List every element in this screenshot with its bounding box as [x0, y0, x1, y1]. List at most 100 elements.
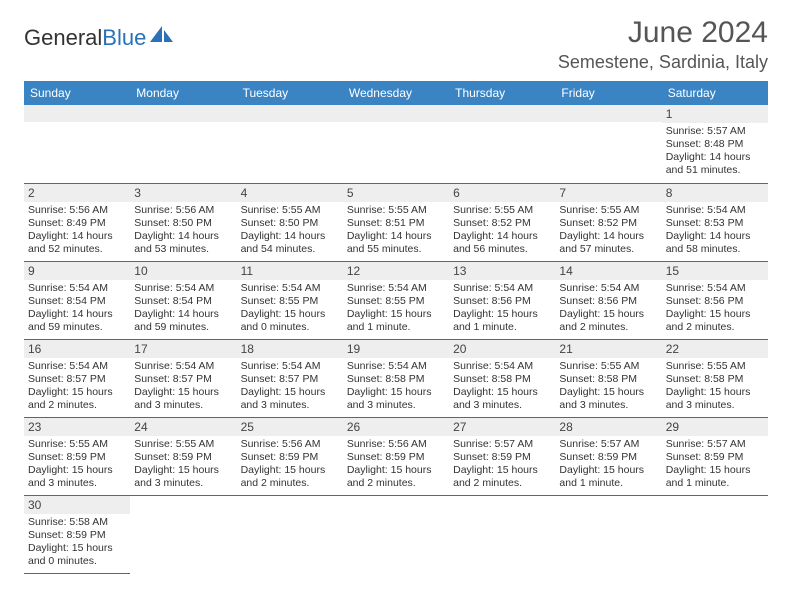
sunrise-text: Sunrise: 5:57 AM — [666, 125, 764, 138]
daylight-text: Daylight: 15 hours and 1 minute. — [666, 464, 764, 490]
day-number: 29 — [662, 418, 768, 436]
day-number: 15 — [662, 262, 768, 280]
empty-day-bar — [343, 105, 449, 122]
day-detail: Sunrise: 5:57 AMSunset: 8:59 PMDaylight:… — [662, 436, 768, 495]
sunset-text: Sunset: 8:58 PM — [559, 373, 657, 386]
day-detail: Sunrise: 5:55 AMSunset: 8:52 PMDaylight:… — [555, 202, 661, 261]
sunset-text: Sunset: 8:51 PM — [347, 217, 445, 230]
sunrise-text: Sunrise: 5:55 AM — [666, 360, 764, 373]
day-cell: 12Sunrise: 5:54 AMSunset: 8:55 PMDayligh… — [343, 261, 449, 339]
sunrise-text: Sunrise: 5:54 AM — [453, 282, 551, 295]
day-number: 3 — [130, 184, 236, 202]
daylight-text: Daylight: 15 hours and 2 minutes. — [28, 386, 126, 412]
day-cell: 2Sunrise: 5:56 AMSunset: 8:49 PMDaylight… — [24, 183, 130, 261]
sunrise-text: Sunrise: 5:55 AM — [559, 360, 657, 373]
location-subtitle: Semestene, Sardinia, Italy — [558, 52, 768, 73]
day-cell: 4Sunrise: 5:55 AMSunset: 8:50 PMDaylight… — [237, 183, 343, 261]
day-header: Sunday — [24, 81, 130, 105]
day-number: 2 — [24, 184, 130, 202]
sunset-text: Sunset: 8:56 PM — [559, 295, 657, 308]
sunset-text: Sunset: 8:55 PM — [241, 295, 339, 308]
day-detail: Sunrise: 5:55 AMSunset: 8:52 PMDaylight:… — [449, 202, 555, 261]
day-number: 26 — [343, 418, 449, 436]
sunrise-text: Sunrise: 5:54 AM — [453, 360, 551, 373]
daylight-text: Daylight: 15 hours and 3 minutes. — [134, 464, 232, 490]
daylight-text: Daylight: 14 hours and 59 minutes. — [28, 308, 126, 334]
day-number: 16 — [24, 340, 130, 358]
day-number: 6 — [449, 184, 555, 202]
day-number: 14 — [555, 262, 661, 280]
day-number: 28 — [555, 418, 661, 436]
sunset-text: Sunset: 8:54 PM — [28, 295, 126, 308]
daylight-text: Daylight: 14 hours and 51 minutes. — [666, 151, 764, 177]
sunrise-text: Sunrise: 5:54 AM — [28, 282, 126, 295]
daylight-text: Daylight: 15 hours and 2 minutes. — [347, 464, 445, 490]
daylight-text: Daylight: 14 hours and 58 minutes. — [666, 230, 764, 256]
day-detail: Sunrise: 5:56 AMSunset: 8:49 PMDaylight:… — [24, 202, 130, 261]
day-number: 19 — [343, 340, 449, 358]
day-number: 21 — [555, 340, 661, 358]
day-detail: Sunrise: 5:54 AMSunset: 8:57 PMDaylight:… — [130, 358, 236, 417]
daylight-text: Daylight: 14 hours and 59 minutes. — [134, 308, 232, 334]
daylight-text: Daylight: 15 hours and 2 minutes. — [241, 464, 339, 490]
calendar-table: Sunday Monday Tuesday Wednesday Thursday… — [24, 81, 768, 574]
sunset-text: Sunset: 8:59 PM — [28, 451, 126, 464]
sunset-text: Sunset: 8:58 PM — [453, 373, 551, 386]
day-cell — [24, 105, 130, 183]
week-row: 30Sunrise: 5:58 AMSunset: 8:59 PMDayligh… — [24, 495, 768, 573]
day-detail: Sunrise: 5:54 AMSunset: 8:56 PMDaylight:… — [449, 280, 555, 339]
sunset-text: Sunset: 8:56 PM — [666, 295, 764, 308]
day-detail: Sunrise: 5:54 AMSunset: 8:58 PMDaylight:… — [343, 358, 449, 417]
day-cell: 26Sunrise: 5:56 AMSunset: 8:59 PMDayligh… — [343, 417, 449, 495]
day-number: 17 — [130, 340, 236, 358]
day-number: 25 — [237, 418, 343, 436]
day-cell: 18Sunrise: 5:54 AMSunset: 8:57 PMDayligh… — [237, 339, 343, 417]
day-cell: 24Sunrise: 5:55 AMSunset: 8:59 PMDayligh… — [130, 417, 236, 495]
day-detail: Sunrise: 5:55 AMSunset: 8:58 PMDaylight:… — [555, 358, 661, 417]
title-block: June 2024 Semestene, Sardinia, Italy — [558, 16, 768, 73]
sunrise-text: Sunrise: 5:56 AM — [134, 204, 232, 217]
empty-day-bar — [24, 105, 130, 122]
daylight-text: Daylight: 15 hours and 0 minutes. — [241, 308, 339, 334]
week-row: 1Sunrise: 5:57 AMSunset: 8:48 PMDaylight… — [24, 105, 768, 183]
day-header: Thursday — [449, 81, 555, 105]
sunset-text: Sunset: 8:57 PM — [241, 373, 339, 386]
day-detail: Sunrise: 5:56 AMSunset: 8:59 PMDaylight:… — [237, 436, 343, 495]
sunrise-text: Sunrise: 5:54 AM — [28, 360, 126, 373]
day-number: 23 — [24, 418, 130, 436]
day-detail: Sunrise: 5:54 AMSunset: 8:57 PMDaylight:… — [24, 358, 130, 417]
day-cell: 21Sunrise: 5:55 AMSunset: 8:58 PMDayligh… — [555, 339, 661, 417]
daylight-text: Daylight: 15 hours and 1 minute. — [347, 308, 445, 334]
day-cell — [237, 105, 343, 183]
sunset-text: Sunset: 8:59 PM — [453, 451, 551, 464]
sunset-text: Sunset: 8:55 PM — [347, 295, 445, 308]
day-cell: 15Sunrise: 5:54 AMSunset: 8:56 PMDayligh… — [662, 261, 768, 339]
sunset-text: Sunset: 8:58 PM — [666, 373, 764, 386]
day-detail: Sunrise: 5:55 AMSunset: 8:50 PMDaylight:… — [237, 202, 343, 261]
day-detail: Sunrise: 5:56 AMSunset: 8:50 PMDaylight:… — [130, 202, 236, 261]
sunrise-text: Sunrise: 5:56 AM — [347, 438, 445, 451]
sunrise-text: Sunrise: 5:55 AM — [453, 204, 551, 217]
sunrise-text: Sunrise: 5:54 AM — [134, 360, 232, 373]
day-cell: 23Sunrise: 5:55 AMSunset: 8:59 PMDayligh… — [24, 417, 130, 495]
sunrise-text: Sunrise: 5:55 AM — [28, 438, 126, 451]
sunset-text: Sunset: 8:49 PM — [28, 217, 126, 230]
day-detail: Sunrise: 5:55 AMSunset: 8:51 PMDaylight:… — [343, 202, 449, 261]
day-cell — [343, 105, 449, 183]
sunset-text: Sunset: 8:50 PM — [134, 217, 232, 230]
sunrise-text: Sunrise: 5:56 AM — [241, 438, 339, 451]
daylight-text: Daylight: 14 hours and 55 minutes. — [347, 230, 445, 256]
day-number: 20 — [449, 340, 555, 358]
day-cell: 29Sunrise: 5:57 AMSunset: 8:59 PMDayligh… — [662, 417, 768, 495]
day-header: Tuesday — [237, 81, 343, 105]
daylight-text: Daylight: 15 hours and 3 minutes. — [559, 386, 657, 412]
day-cell — [555, 495, 661, 573]
daylight-text: Daylight: 15 hours and 1 minute. — [453, 308, 551, 334]
day-number: 1 — [662, 105, 768, 123]
day-number: 7 — [555, 184, 661, 202]
day-cell: 22Sunrise: 5:55 AMSunset: 8:58 PMDayligh… — [662, 339, 768, 417]
sail-icon — [148, 24, 176, 49]
day-detail: Sunrise: 5:54 AMSunset: 8:56 PMDaylight:… — [555, 280, 661, 339]
day-number: 10 — [130, 262, 236, 280]
day-cell: 8Sunrise: 5:54 AMSunset: 8:53 PMDaylight… — [662, 183, 768, 261]
